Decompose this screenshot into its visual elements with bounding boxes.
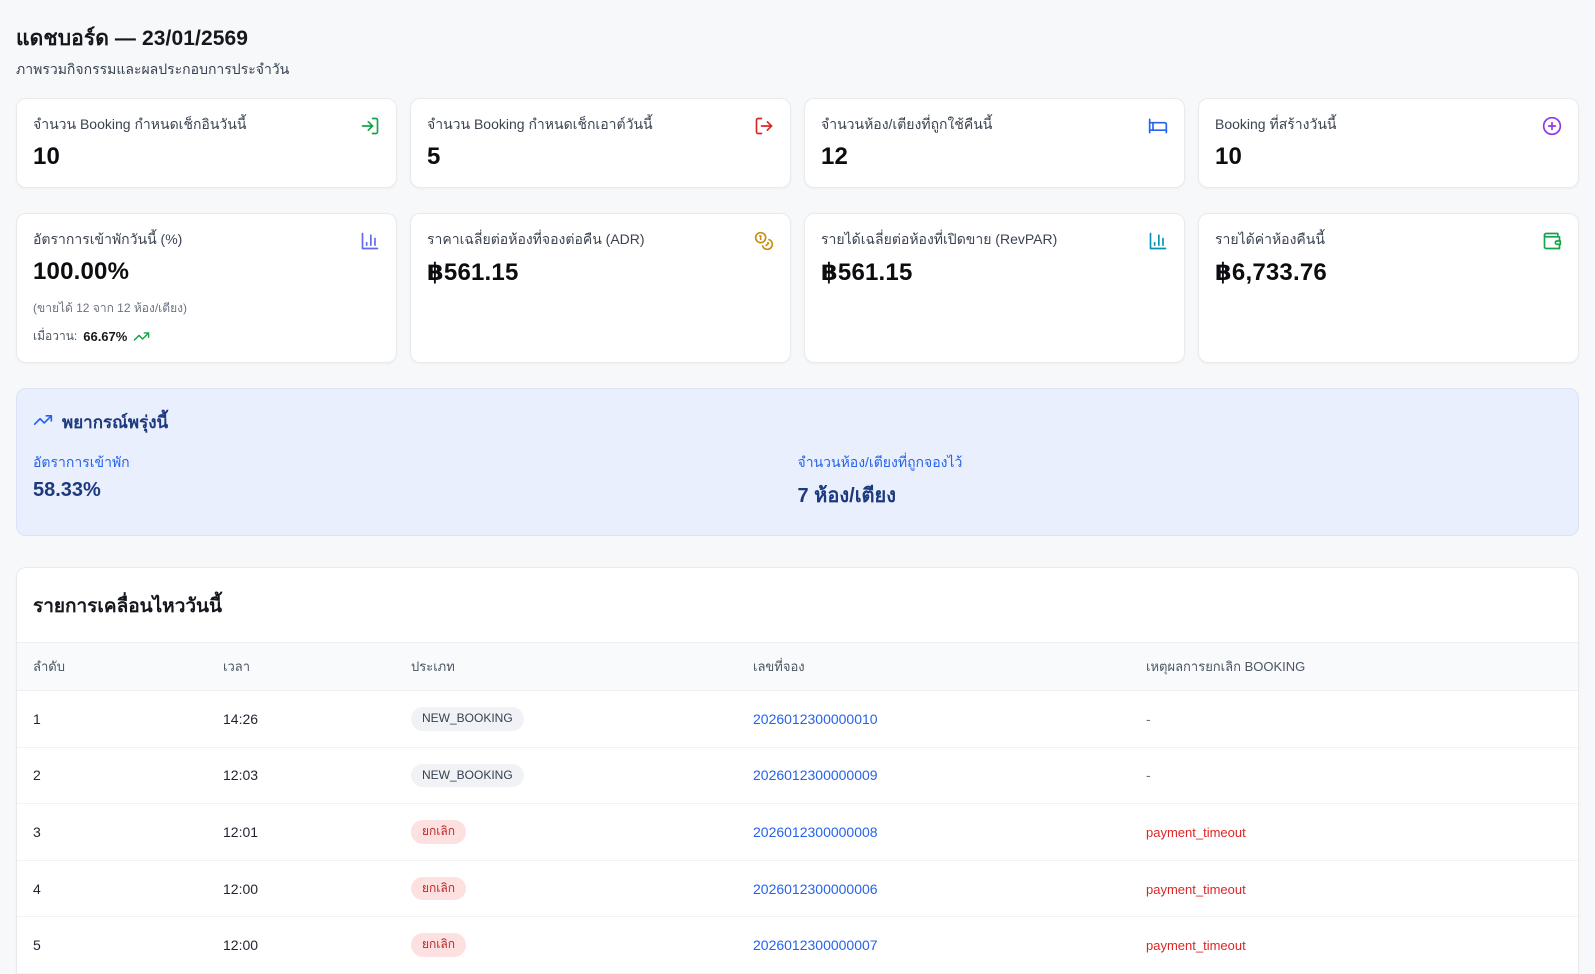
cell-time: 12:01 bbox=[207, 803, 395, 861]
type-badge: ยกเลิก bbox=[411, 933, 467, 957]
header-no: ลำดับ bbox=[17, 642, 207, 691]
header-booking-no: เลขที่จอง bbox=[737, 642, 1130, 691]
activity-table-card: รายการเคลื่อนไหววันนี้ ลำดับ เวลา ประเภท… bbox=[16, 567, 1579, 974]
forecast-occupancy: อัตราการเข้าพัก 58.33% bbox=[33, 452, 798, 511]
card-value: 10 bbox=[33, 143, 61, 170]
card-label: จำนวน Booking กำหนดเช็กเอาต์วันนี้ bbox=[427, 116, 653, 132]
card-bookings-created-today: Booking ที่สร้างวันนี้ 10 bbox=[1198, 98, 1579, 188]
cancel-reason: - bbox=[1146, 710, 1151, 727]
trending-up-icon bbox=[33, 410, 53, 435]
card-checkin-today: จำนวน Booking กำหนดเช็กอินวันนี้ 10 bbox=[16, 98, 397, 188]
cancel-reason: payment_timeout bbox=[1146, 881, 1246, 897]
type-badge: NEW_BOOKING bbox=[411, 763, 524, 788]
table-header-row: ลำดับ เวลา ประเภท เลขที่จอง เหตุผลการยกเ… bbox=[17, 642, 1578, 691]
card-occupancy-today: อัตราการเข้าพักวันนี้ (%) 100.00% (ขายได… bbox=[16, 213, 397, 363]
page-subtitle: ภาพรวมกิจกรรมและผลประกอบการประจำวัน bbox=[16, 61, 290, 77]
cancel-reason: payment_timeout bbox=[1146, 938, 1246, 954]
booking-number-link[interactable]: 2026012300000007 bbox=[753, 937, 878, 954]
cell-time: 12:00 bbox=[207, 860, 395, 918]
forecast-booked-value: 7 ห้อง/เตียง bbox=[797, 485, 897, 507]
booking-number-link[interactable]: 2026012300000008 bbox=[753, 823, 878, 840]
occupancy-detail: (ขายได้ 12 จาก 12 ห้อง/เตียง) bbox=[33, 301, 187, 315]
cell-no: 3 bbox=[17, 803, 207, 861]
booking-number-link[interactable]: 2026012300000009 bbox=[753, 767, 878, 784]
table-row: 1 14:26 NEW_BOOKING 2026012300000010 - bbox=[17, 690, 1578, 748]
card-value: 5 bbox=[427, 143, 441, 170]
card-value: ฿6,733.76 bbox=[1215, 259, 1327, 286]
bar-chart-icon bbox=[360, 231, 380, 251]
card-adr: ราคาเฉลี่ยต่อห้องที่จองต่อคืน (ADR) ฿561… bbox=[410, 213, 791, 363]
forecast-occupancy-value: 58.33% bbox=[33, 479, 101, 501]
plus-circle-icon bbox=[1542, 116, 1562, 136]
table-row: 5 12:00 ยกเลิก 2026012300000007 payment_… bbox=[17, 916, 1578, 974]
cell-time: 12:00 bbox=[207, 916, 395, 974]
card-label: รายได้ค่าห้องคืนนี้ bbox=[1215, 231, 1325, 247]
page-title: แดชบอร์ด — 23/01/2569 bbox=[16, 27, 249, 50]
type-badge: NEW_BOOKING bbox=[411, 707, 524, 731]
cell-no: 1 bbox=[17, 690, 207, 748]
bed-icon bbox=[1148, 116, 1168, 136]
trending-up-icon bbox=[133, 328, 150, 345]
type-badge: ยกเลิก bbox=[411, 820, 467, 844]
cancel-reason: payment_timeout bbox=[1146, 824, 1246, 840]
card-label: จำนวน Booking กำหนดเช็กอินวันนี้ bbox=[33, 116, 247, 132]
activity-table: ลำดับ เวลา ประเภท เลขที่จอง เหตุผลการยกเ… bbox=[17, 642, 1578, 974]
coins-icon bbox=[754, 231, 774, 251]
table-row: 2 12:03 NEW_BOOKING 2026012300000009 - bbox=[17, 747, 1578, 805]
yesterday-label: เมื่อวาน: bbox=[33, 329, 78, 343]
card-room-revenue-tonight: รายได้ค่าห้องคืนนี้ ฿6,733.76 bbox=[1198, 213, 1579, 363]
yesterday-value: 66.67% bbox=[83, 329, 128, 344]
activity-table-title: รายการเคลื่อนไหววันนี้ bbox=[33, 596, 223, 617]
card-value: 10 bbox=[1215, 143, 1243, 170]
log-out-icon bbox=[754, 116, 774, 136]
card-label: Booking ที่สร้างวันนี้ bbox=[1215, 116, 1337, 132]
stat-cards-row-2: อัตราการเข้าพักวันนี้ (%) 100.00% (ขายได… bbox=[16, 213, 1579, 363]
card-label: อัตราการเข้าพักวันนี้ (%) bbox=[33, 231, 183, 247]
table-row: 3 12:01 ยกเลิก 2026012300000008 payment_… bbox=[17, 803, 1578, 861]
booking-number-link[interactable]: 2026012300000010 bbox=[753, 710, 878, 727]
bar-chart-icon bbox=[1148, 231, 1168, 251]
wallet-icon bbox=[1542, 231, 1562, 251]
forecast-occupancy-label: อัตราการเข้าพัก bbox=[33, 454, 130, 470]
header-time: เวลา bbox=[207, 642, 395, 691]
card-label: จำนวนห้อง/เตียงที่ถูกใช้คืนนี้ bbox=[821, 116, 993, 132]
cancel-reason: - bbox=[1146, 767, 1151, 784]
card-revpar: รายได้เฉลี่ยต่อห้องที่เปิดขาย (RevPAR) ฿… bbox=[804, 213, 1185, 363]
booking-number-link[interactable]: 2026012300000006 bbox=[753, 880, 878, 897]
card-rooms-used-tonight: จำนวนห้อง/เตียงที่ถูกใช้คืนนี้ 12 bbox=[804, 98, 1185, 188]
card-label: ราคาเฉลี่ยต่อห้องที่จองต่อคืน (ADR) bbox=[427, 231, 645, 247]
header-type: ประเภท bbox=[395, 642, 737, 691]
log-in-icon bbox=[360, 116, 380, 136]
forecast-title: พยากรณ์พรุ่งนี้ bbox=[62, 413, 169, 432]
tomorrow-forecast-panel: พยากรณ์พรุ่งนี้ อัตราการเข้าพัก 58.33% จ… bbox=[16, 388, 1579, 536]
card-checkout-today: จำนวน Booking กำหนดเช็กเอาต์วันนี้ 5 bbox=[410, 98, 791, 188]
card-value: 12 bbox=[821, 143, 849, 170]
forecast-booked-rooms: จำนวนห้อง/เตียงที่ถูกจองไว้ 7 ห้อง/เตียง bbox=[798, 452, 1563, 511]
table-row: 4 12:00 ยกเลิก 2026012300000006 payment_… bbox=[17, 860, 1578, 918]
cell-no: 2 bbox=[17, 747, 207, 805]
card-value: ฿561.15 bbox=[427, 259, 519, 286]
card-value: ฿561.15 bbox=[821, 259, 913, 286]
type-badge: ยกเลิก bbox=[411, 876, 467, 901]
card-label: รายได้เฉลี่ยต่อห้องที่เปิดขาย (RevPAR) bbox=[821, 231, 1058, 247]
header-cancel-reason: เหตุผลการยกเลิก BOOKING bbox=[1130, 642, 1578, 691]
cell-time: 14:26 bbox=[207, 690, 395, 748]
card-value: 100.00% bbox=[33, 258, 130, 285]
forecast-booked-label: จำนวนห้อง/เตียงที่ถูกจองไว้ bbox=[797, 454, 963, 470]
page-header: แดชบอร์ด — 23/01/2569 ภาพรวมกิจกรรมและผล… bbox=[16, 22, 1579, 81]
cell-no: 4 bbox=[17, 860, 207, 918]
cell-no: 5 bbox=[17, 916, 207, 974]
cell-time: 12:03 bbox=[207, 747, 395, 805]
yesterday-comparison: เมื่อวาน: 66.67% bbox=[33, 327, 380, 346]
stat-cards-row-1: จำนวน Booking กำหนดเช็กอินวันนี้ 10 จำนว… bbox=[16, 98, 1579, 188]
